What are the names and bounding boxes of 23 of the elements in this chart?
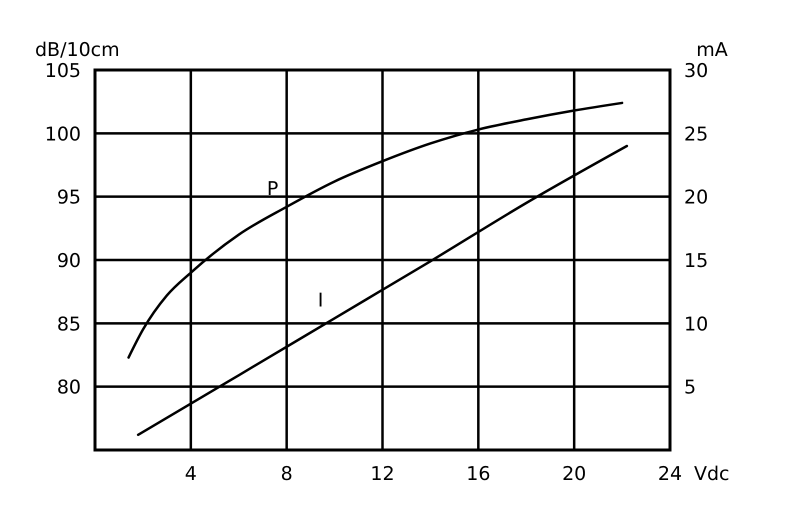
y-tick-label: 105 xyxy=(44,60,81,82)
series-label: P xyxy=(266,178,278,200)
y-axis-title: dB/10cm xyxy=(35,39,120,61)
y2-tick-label: 30 xyxy=(684,60,708,82)
x-tick-label: 8 xyxy=(280,463,293,485)
x-axis-title: Vdc xyxy=(694,463,730,485)
x-tick-label: 24 xyxy=(658,463,682,485)
y2-tick-label: 20 xyxy=(684,186,708,209)
y2-tick-label: 25 xyxy=(684,123,708,146)
series-label: I xyxy=(318,289,324,312)
x-tick-label: 16 xyxy=(466,463,490,485)
y-tick-label: 80 xyxy=(56,376,81,399)
y-tick-label: 85 xyxy=(56,313,81,336)
x-tick-label: 20 xyxy=(562,463,586,485)
y-tick-label: 100 xyxy=(44,123,81,146)
x-tick-label: 12 xyxy=(370,463,395,485)
y2-tick-label: 10 xyxy=(684,313,708,336)
x-tick-label: 4 xyxy=(184,463,197,485)
y2-tick-label: 15 xyxy=(684,250,708,272)
y-tick-label: 95 xyxy=(56,186,81,209)
y-tick-label: 90 xyxy=(56,250,81,272)
y2-axis-title: mA xyxy=(696,39,728,61)
y2-tick-label: 5 xyxy=(684,376,696,399)
